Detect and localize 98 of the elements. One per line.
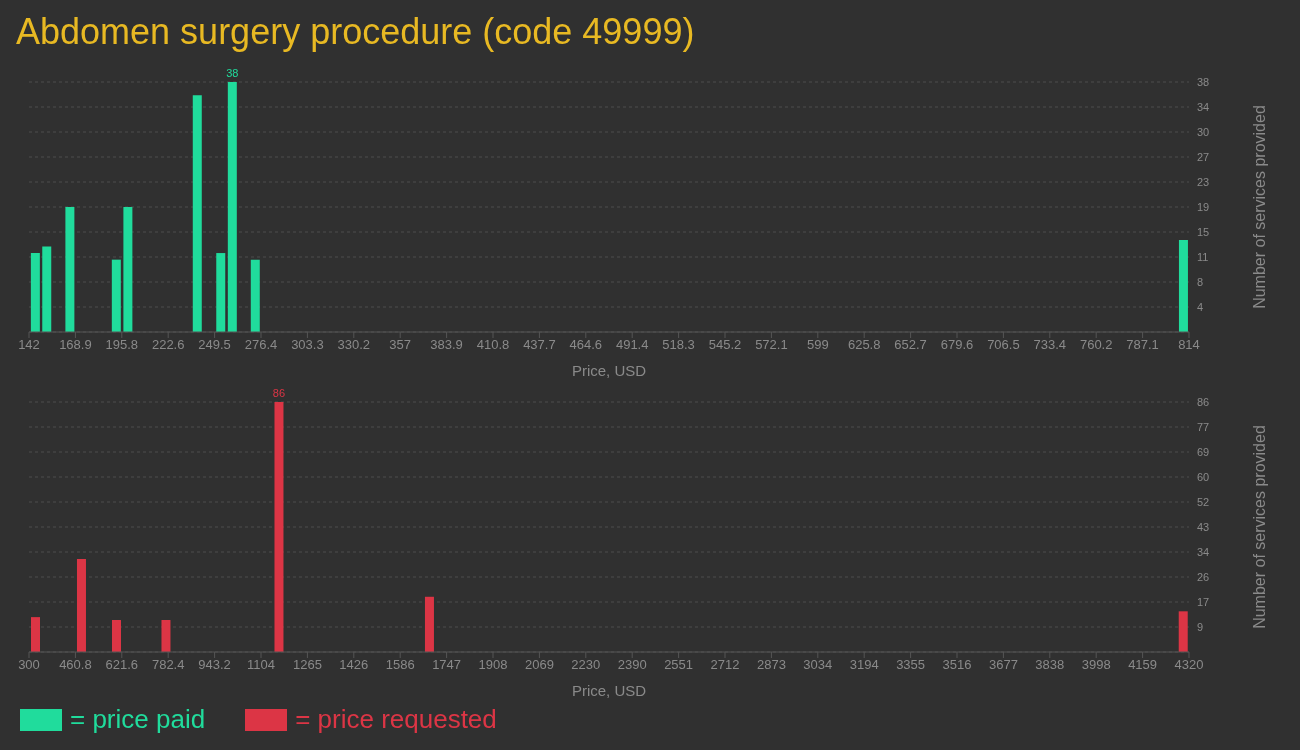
bar [123,207,133,332]
y-tick-label: 38 [1197,75,1210,88]
chart-title: Abdomen surgery procedure (code 49999) [15,10,696,54]
x-tick-label: 1586 [385,657,415,673]
y-tick-label: 86 [1197,395,1210,408]
x-tick-label: 142 [18,337,40,353]
x-tick-label: 276.4 [244,337,278,353]
x-tick-label: 652.7 [894,337,927,353]
bar [111,259,121,332]
x-tick-label: 437.7 [523,337,556,353]
y-tick-label: 4 [1197,300,1204,313]
legend-label: = price paid [70,704,206,735]
bar [1178,239,1188,332]
x-tick-label: 2390 [617,657,647,673]
x-tick-label: 2230 [571,657,601,673]
x-tick-label: 464.6 [569,337,603,353]
x-tick-label: 814 [1178,337,1200,353]
x-tick-label: 460.8 [59,657,92,673]
y-tick-label: 23 [1197,175,1210,188]
bar [111,620,121,652]
x-tick-label: 3677 [988,657,1018,673]
x-tick-label: 195.8 [105,337,139,353]
x-tick-label: 3194 [849,657,879,673]
x-tick-label: 357 [389,337,412,353]
x-tick-label: 410.8 [476,337,510,353]
y-tick-label: 11 [1197,250,1209,263]
y-axis-title: Number of services provided [1250,105,1268,309]
y-tick-label: 34 [1197,100,1210,113]
bar [42,246,52,332]
y-tick-label: 9 [1197,620,1204,633]
x-tick-label: 3838 [1035,657,1065,673]
x-tick-label: 679.6 [940,337,974,353]
x-tick-label: 3998 [1081,657,1111,673]
x-axis-title: Price, USD [571,682,647,699]
x-tick-label: 3516 [942,657,972,673]
x-tick-label: 249.5 [198,337,231,353]
y-tick-label: 60 [1197,470,1210,483]
x-tick-label: 2069 [524,657,554,673]
x-tick-label: 222.6 [151,337,185,353]
bar [1178,611,1188,652]
y-tick-label: 43 [1197,520,1210,533]
bar [216,253,226,332]
legend-label: = price requested [295,704,497,735]
bar [65,207,75,332]
x-axis-title: Price, USD [571,362,647,379]
bar [192,95,202,332]
x-tick-label: 545.2 [708,337,742,353]
bar [30,617,40,652]
x-tick-label: 1426 [339,657,369,673]
x-tick-label: 599 [806,337,829,353]
x-tick-label: 706.5 [987,337,1020,353]
x-tick-label: 303.3 [291,337,324,353]
y-tick-label: 26 [1197,570,1210,583]
y-tick-label: 19 [1197,200,1210,213]
x-tick-label: 1908 [478,657,508,673]
y-tick-label: 27 [1197,150,1210,163]
y-tick-label: 8 [1197,275,1204,288]
data-label: 86 [272,387,286,399]
x-tick-label: 2551 [664,657,694,673]
x-tick-label: 733.4 [1033,337,1067,353]
x-tick-label: 168.9 [59,337,92,353]
x-tick-label: 518.3 [662,337,695,353]
x-tick-label: 1104 [247,657,275,673]
y-tick-label: 30 [1197,125,1210,138]
bar [161,620,171,652]
y-tick-label: 69 [1197,445,1210,458]
x-tick-label: 330.2 [337,337,371,353]
bar [76,558,86,652]
y-tick-label: 52 [1197,495,1210,508]
y-tick-label: 15 [1197,225,1210,238]
x-tick-label: 3355 [896,657,926,673]
x-tick-label: 2712 [710,657,740,673]
y-tick-label: 34 [1197,545,1210,558]
x-tick-label: 4320 [1174,657,1204,673]
x-tick-label: 572.1 [755,337,788,353]
x-tick-label: 1265 [292,657,322,673]
x-tick-label: 943.2 [198,657,231,673]
data-label: 38 [226,67,239,79]
bar [424,596,434,652]
x-tick-label: 625.8 [847,337,881,353]
x-tick-label: 782.4 [151,657,185,673]
y-tick-label: 77 [1197,420,1210,433]
bar [227,82,237,332]
x-tick-label: 760.2 [1079,337,1113,353]
x-tick-label: 621.6 [105,657,139,673]
x-tick-label: 3034 [803,657,833,673]
bar [274,402,284,652]
x-tick-label: 300 [18,657,40,673]
x-tick-label: 4159 [1128,657,1158,673]
x-tick-label: 491.4 [615,337,649,353]
x-tick-label: 787.1 [1126,337,1159,353]
x-tick-label: 1747 [432,657,462,673]
bar [250,259,260,332]
y-axis-title: Number of services provided [1250,425,1268,629]
y-tick-label: 17 [1197,595,1210,608]
x-tick-label: 2873 [756,657,786,673]
x-tick-label: 383.9 [430,337,463,353]
bar [30,253,40,332]
